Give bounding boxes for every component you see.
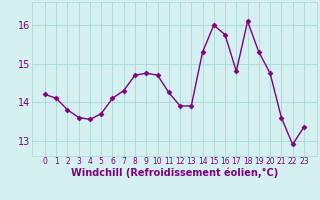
X-axis label: Windchill (Refroidissement éolien,°C): Windchill (Refroidissement éolien,°C)	[71, 168, 278, 178]
